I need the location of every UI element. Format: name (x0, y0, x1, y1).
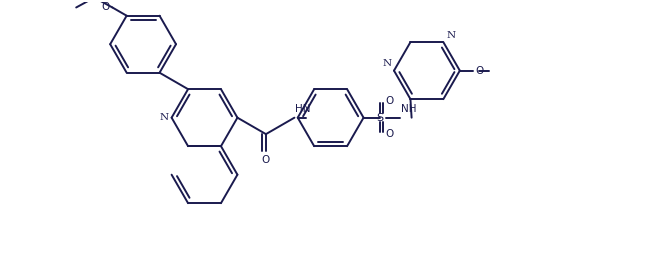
Text: O: O (385, 96, 393, 106)
Text: N: N (382, 59, 391, 68)
Text: O: O (262, 154, 270, 165)
Text: S: S (377, 113, 384, 123)
Text: O: O (475, 66, 483, 76)
Text: O: O (385, 130, 393, 139)
Text: HN: HN (295, 104, 311, 114)
Text: O: O (101, 3, 110, 12)
Text: N: N (160, 113, 169, 122)
Text: NH: NH (401, 104, 417, 114)
Text: N: N (446, 30, 456, 40)
